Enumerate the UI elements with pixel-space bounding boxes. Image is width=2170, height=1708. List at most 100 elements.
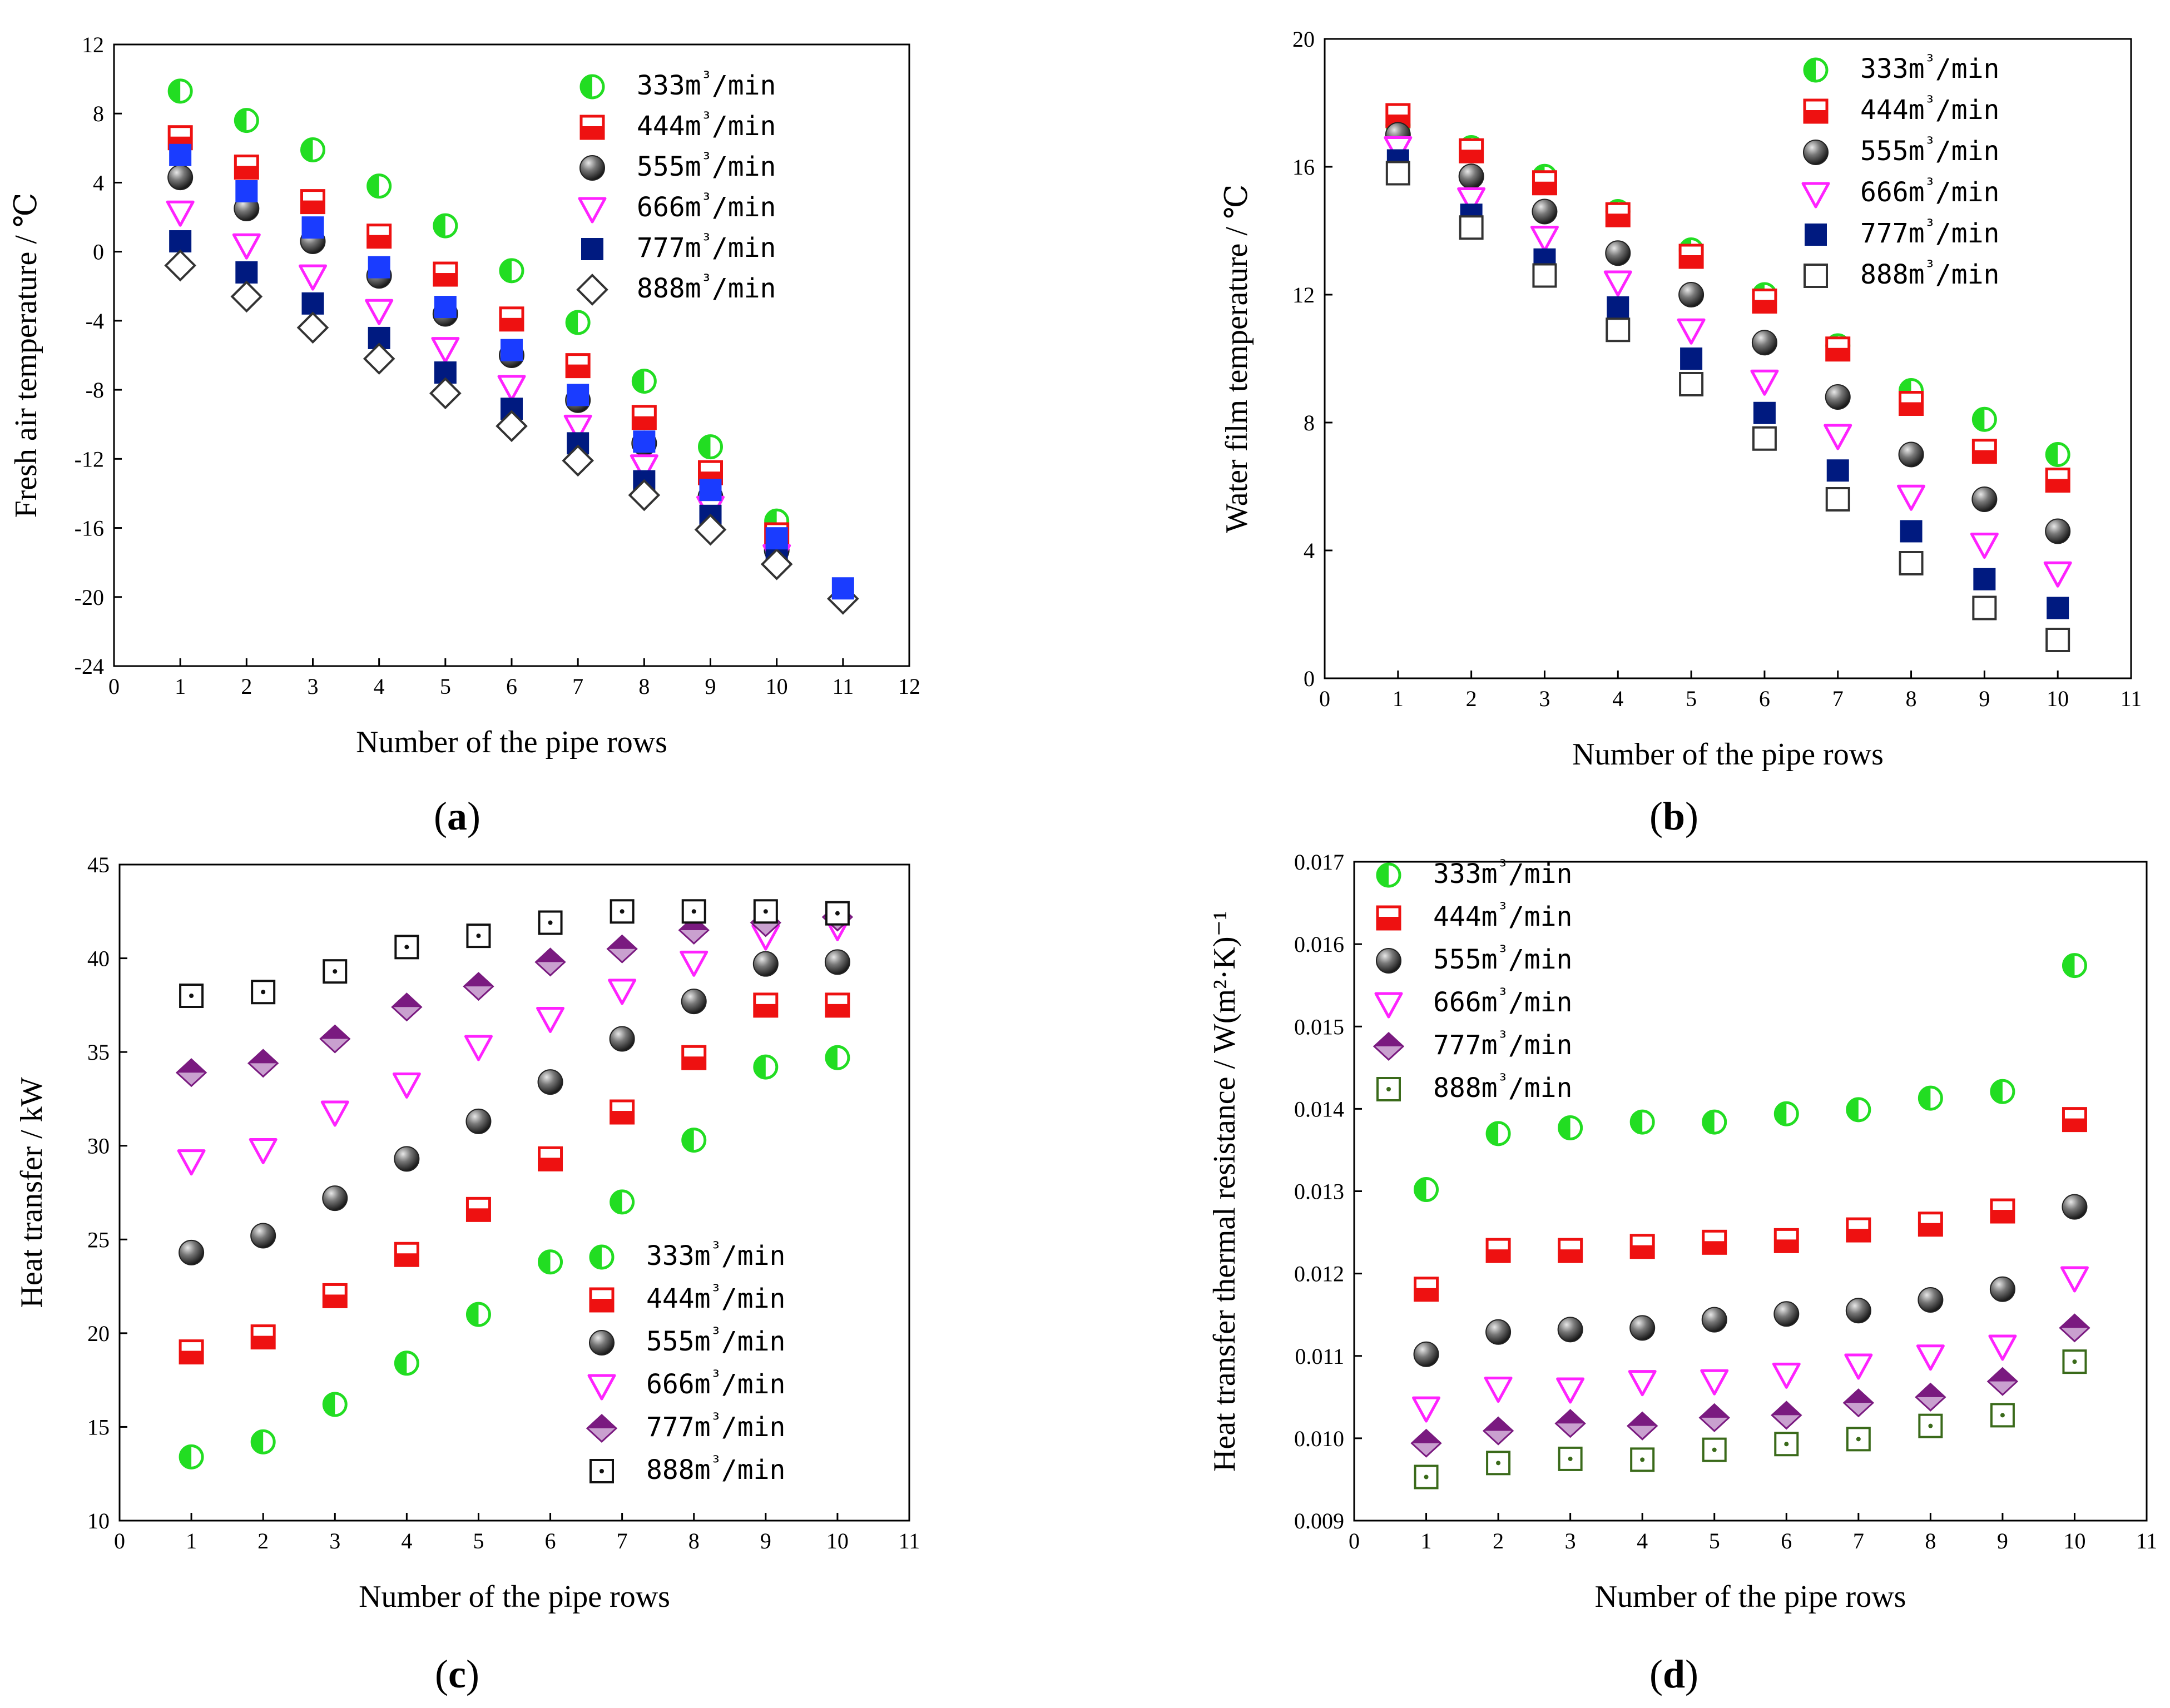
y-tick-label: 45 [87, 852, 110, 877]
data-point [169, 143, 192, 166]
y-tick-label: 4 [1304, 538, 1315, 563]
data-point [1752, 289, 1777, 314]
data-point [250, 1324, 276, 1350]
x-tick-label: 8 [638, 674, 650, 699]
data-point [609, 1026, 635, 1052]
data-point [537, 1069, 563, 1095]
data-point [2045, 468, 2070, 493]
data-point [2060, 1266, 2089, 1293]
series-555 [179, 949, 850, 1265]
y-tick-label: 15 [87, 1414, 110, 1439]
data-point [1603, 270, 1632, 297]
data-point [250, 1223, 276, 1249]
data-point [251, 980, 276, 1005]
data-point [1972, 595, 1997, 620]
data-point [563, 414, 592, 441]
legend-marker [1376, 1077, 1401, 1101]
data-point [1990, 1403, 2015, 1428]
data-point [499, 258, 524, 284]
data-point [534, 947, 566, 977]
data-point [1702, 1437, 1727, 1462]
data-point [536, 1006, 565, 1033]
data-point [235, 180, 258, 202]
data-point [1918, 1287, 1944, 1313]
legend-label: 666m³/min [1433, 984, 1572, 1018]
data-point [753, 992, 779, 1018]
data-point [1898, 441, 1924, 468]
legend-label: 888m³/min [637, 270, 776, 304]
x-tick-label: 0 [1319, 686, 1330, 711]
x-tick-label: 5 [440, 674, 451, 699]
legend-marker [589, 1459, 614, 1483]
x-tick-label: 4 [1612, 686, 1623, 711]
y-tick-label: 8 [93, 101, 104, 126]
chart-panel-a: 0 1 2 3 4 5 6 7 8 9 10 11 12-24-20-16-12-8-404812Num… [9, 32, 920, 759]
data-point [1701, 1307, 1727, 1333]
data-point [300, 189, 325, 215]
data-point [610, 1099, 635, 1125]
data-point [608, 979, 637, 1005]
data-point [1753, 401, 1776, 424]
y-tick-label: 8 [1304, 410, 1315, 435]
series-444 [1385, 103, 2070, 493]
series-555 [167, 165, 790, 563]
data-point [1414, 1177, 1439, 1203]
data-point [681, 1128, 707, 1153]
data-point [301, 292, 324, 315]
legend-label: 555m³/min [1433, 941, 1572, 975]
x-tick-label: 4 [401, 1528, 412, 1553]
data-point [1414, 1464, 1439, 1489]
y-tick-label: 0 [93, 240, 104, 265]
data-point [2062, 1349, 2087, 1374]
data-point [2045, 442, 2070, 467]
y-tick-label: -4 [86, 309, 104, 334]
data-point [322, 1392, 348, 1417]
plot-frame [118, 863, 910, 1522]
x-tick-label: 10 [2063, 1528, 2085, 1553]
legend-marker [1801, 182, 1830, 208]
data-point [394, 935, 419, 960]
data-point [610, 1189, 635, 1215]
x-tick-label: 9 [760, 1528, 771, 1553]
legend-marker [1804, 264, 1828, 288]
series-666 [177, 915, 852, 1176]
data-point [319, 1024, 351, 1054]
data-point [320, 1100, 349, 1127]
y-tick-label: -24 [75, 654, 104, 679]
data-point [1825, 487, 1850, 512]
data-point [1482, 1416, 1514, 1446]
legend-label: 555m³/min [637, 148, 776, 182]
x-axis-label: Number of the pipe rows [356, 725, 667, 759]
data-point [1485, 1121, 1511, 1146]
data-point [1679, 372, 1704, 396]
data-point [1700, 1369, 1729, 1396]
data-point [1971, 406, 1997, 432]
data-point [1846, 1427, 1871, 1452]
data-point [1410, 1428, 1442, 1458]
x-tick-label: 0 [108, 674, 120, 699]
x-axis-label: Number of the pipe rows [1572, 737, 1884, 772]
data-point [394, 1242, 419, 1267]
data-point [1698, 1403, 1730, 1432]
panel-c-caption: (c) [435, 1652, 479, 1696]
data-point [1626, 1411, 1658, 1441]
x-tick-label: 8 [1906, 686, 1917, 711]
data-point [366, 224, 392, 249]
x-tick-label: 4 [374, 674, 385, 699]
data-point [1628, 1370, 1657, 1397]
data-point [1605, 202, 1631, 227]
legend-label: 888m³/min [1433, 1070, 1572, 1104]
x-tick-label: 10 [826, 1528, 849, 1553]
data-point [825, 992, 850, 1018]
y-tick-label: 20 [1292, 27, 1315, 52]
x-tick-label: 1 [186, 1528, 197, 1553]
y-tick-label: 40 [87, 946, 110, 971]
y-tick-label: -8 [86, 378, 104, 403]
legend-marker [579, 115, 605, 140]
y-tick-label: 10 [87, 1508, 110, 1533]
data-point [1457, 187, 1486, 214]
data-point [363, 342, 395, 375]
y-tick-label: 16 [1292, 155, 1315, 180]
data-point [2043, 561, 2072, 588]
x-tick-label: 10 [766, 674, 788, 699]
